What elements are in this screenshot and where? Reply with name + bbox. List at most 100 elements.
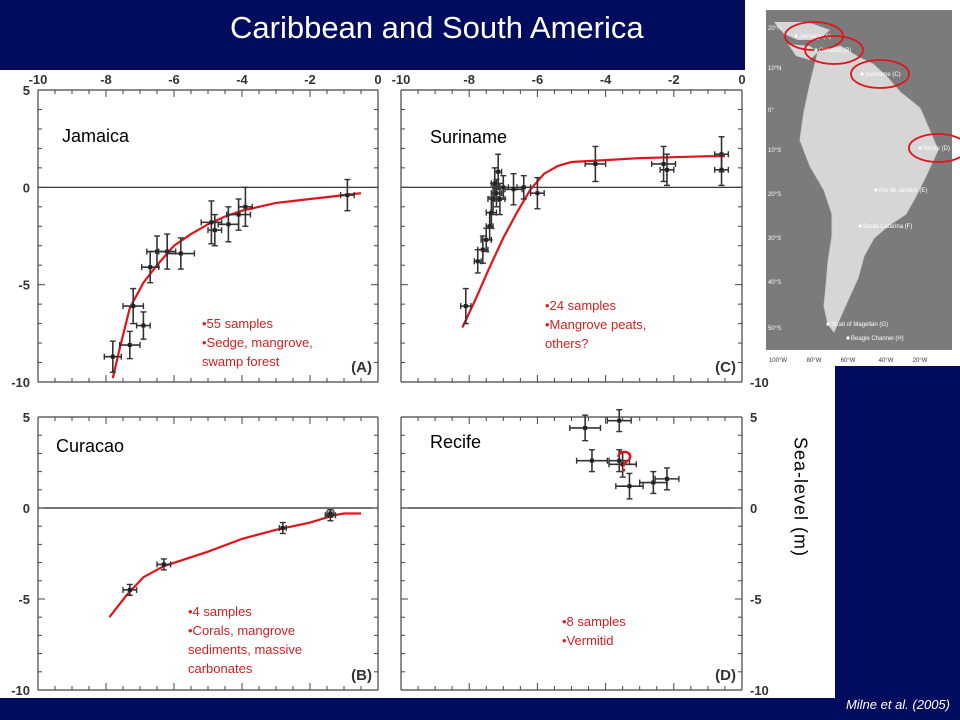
y-tick-label: 5 <box>23 410 30 425</box>
y-tick-label: -10 <box>750 683 769 698</box>
map-site-dot <box>858 224 862 228</box>
map-site-dot <box>794 34 798 38</box>
marker <box>148 265 153 270</box>
map-site-dot <box>860 72 864 76</box>
marker <box>719 167 724 172</box>
marker <box>535 191 540 196</box>
note-text: •4 samples <box>188 604 252 619</box>
marker <box>161 562 166 567</box>
y-tick-label: 0 <box>750 501 757 516</box>
marker <box>487 224 492 229</box>
marker <box>620 462 625 467</box>
note-text: swamp forest <box>202 354 280 369</box>
marker <box>651 480 656 485</box>
marker <box>617 458 622 463</box>
marker <box>489 210 494 215</box>
map-lon-label: 60°W <box>841 358 856 364</box>
y-axis-label: Sea-level (m) <box>790 436 811 558</box>
data-point <box>608 449 631 473</box>
y-tick-label: -10 <box>11 683 30 698</box>
x-tick-label: -10 <box>392 72 411 87</box>
marker <box>492 181 497 186</box>
marker <box>127 587 132 592</box>
data-point <box>217 206 240 243</box>
data-point <box>516 174 532 200</box>
y-tick-label: 5 <box>23 83 30 98</box>
location-map: 20°N 10°N 0° 10°S 20°S 30°S 40°S 50°S 100°W 80°W 6… <box>748 0 960 366</box>
x-tick-label: -8 <box>100 72 112 87</box>
marker <box>511 187 516 192</box>
map-site-label: Curacao (B) <box>819 48 851 54</box>
marker <box>521 185 526 190</box>
data-point <box>459 287 472 325</box>
y-tick-label: -10 <box>750 375 769 390</box>
map-lat-label: 30°S <box>768 236 781 242</box>
map-site-label: Beagle Channel (H) <box>851 336 904 342</box>
note-text: sediments, massive <box>188 642 302 657</box>
marker <box>155 249 159 254</box>
model-curve <box>461 155 725 328</box>
panel-letter: (B) <box>351 667 372 684</box>
marker <box>664 167 669 172</box>
panel-curacao: 5 0 -5 -10 (B) Curacao •4 samples •Corals, mang… <box>11 410 379 698</box>
model-curve <box>111 192 362 379</box>
marker <box>178 251 183 256</box>
data-point <box>278 521 287 535</box>
map-site-label: Strait of Magellan (G) <box>831 322 888 328</box>
marker <box>475 259 480 264</box>
map-site-label: Suriname (C) <box>865 72 901 78</box>
citation: Milne et al. (2005) <box>845 697 950 712</box>
y-tick-label: -5 <box>18 592 30 607</box>
map-lat-label: 50°S <box>768 326 781 332</box>
data-point <box>122 583 138 597</box>
note-text: •Sedge, mangrove, <box>202 335 313 350</box>
model-curve <box>108 512 361 618</box>
place-name: Suriname <box>430 127 507 147</box>
data-point <box>103 340 123 373</box>
marker <box>236 212 241 217</box>
data-point <box>200 200 223 245</box>
data-point <box>122 287 145 325</box>
data-point <box>659 153 675 187</box>
map-lat-label: 0° <box>768 108 774 114</box>
marker <box>110 354 115 359</box>
map-site-highlight <box>908 133 960 163</box>
x-tick-label: 0 <box>738 72 745 87</box>
sea-level-figure: -10 -8 -6 -4 -2 0 5 0 -5 -10 (A) Jamaica •55 samples… <box>11 72 769 698</box>
marker <box>480 247 485 252</box>
map-site-highlight <box>804 35 864 65</box>
place-name: Recife <box>430 432 481 452</box>
x-tick-label: -2 <box>668 72 680 87</box>
marker <box>661 161 666 166</box>
x-tick-label: -8 <box>463 72 475 87</box>
note-text: •24 samples <box>545 298 617 313</box>
y-tick-label: -5 <box>18 278 30 293</box>
data-point <box>166 237 196 270</box>
central-america-landmass <box>788 44 818 60</box>
data-point <box>608 450 637 478</box>
caribbean-landmass <box>774 22 830 40</box>
data-point <box>650 145 677 183</box>
marker <box>127 343 132 348</box>
marker <box>501 185 506 190</box>
marker <box>484 237 489 242</box>
data-point <box>504 173 523 206</box>
x-tick-label: -6 <box>532 72 544 87</box>
note-text: others? <box>545 336 588 351</box>
y-tick-label: -10 <box>11 375 30 390</box>
y-tick-label: 5 <box>750 410 757 425</box>
map-lon-label: 40°W <box>879 358 894 364</box>
x-tick-label: -4 <box>236 72 248 87</box>
title-bar: Caribbean and South America <box>0 0 745 70</box>
map-lat-label: 10°N <box>768 66 781 72</box>
data-point <box>339 178 355 212</box>
panel-jamaica: -10 -8 -6 -4 -2 0 5 0 -5 -10 (A) Jamaica •55 samples… <box>11 72 381 390</box>
data-point <box>615 472 644 500</box>
data-point <box>135 311 151 340</box>
question-mark: ? <box>616 446 633 479</box>
map-site-label: Santa Catarina (F) <box>863 224 912 230</box>
note-text: •Corals, mangrove <box>188 623 295 638</box>
data-point <box>569 414 602 442</box>
x-tick-label: -2 <box>304 72 316 87</box>
map-site-dot <box>814 48 818 52</box>
